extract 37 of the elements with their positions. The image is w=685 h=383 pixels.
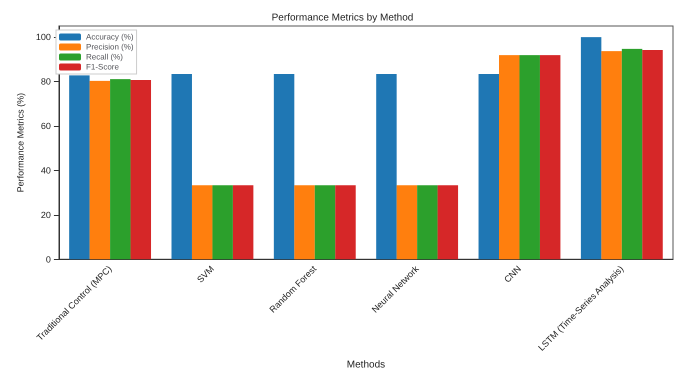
bar [69, 75, 90, 260]
legend-label: Precision (%) [86, 42, 134, 52]
legend-label: Recall (%) [86, 52, 124, 62]
y-tick-label: 100 [36, 32, 51, 42]
bar [540, 55, 560, 260]
y-tick-label: 0 [46, 254, 51, 264]
bar [110, 79, 131, 260]
y-tick-label: 20 [40, 210, 51, 220]
bar [274, 74, 294, 260]
bar [580, 37, 602, 260]
y-tick-label: 60 [40, 120, 51, 131]
bar [232, 185, 254, 260]
legend-label: F1-Score [86, 62, 120, 72]
y-tick-label: 80 [40, 76, 51, 87]
bar [192, 185, 212, 260]
bar [499, 55, 520, 260]
chart-title: Performance Metrics by Method [272, 12, 414, 24]
bar [642, 50, 663, 260]
x-axis-title: Methods [346, 360, 386, 370]
bar [294, 185, 315, 260]
bar [396, 185, 418, 260]
y-axis-title: Performance Metrics (%) [16, 92, 26, 192]
bar [478, 74, 500, 260]
bar [417, 185, 438, 260]
bar [314, 185, 336, 260]
bar [376, 74, 397, 260]
bar [212, 185, 233, 260]
bar [335, 185, 356, 260]
legend-label: Accuracy (%) [86, 32, 134, 42]
y-tick-label: 40 [40, 165, 51, 176]
bar [90, 80, 110, 260]
bar [601, 51, 622, 260]
bar [172, 74, 192, 260]
bar [519, 55, 540, 260]
bar [130, 80, 152, 260]
bar [438, 185, 458, 260]
bar [622, 48, 642, 260]
